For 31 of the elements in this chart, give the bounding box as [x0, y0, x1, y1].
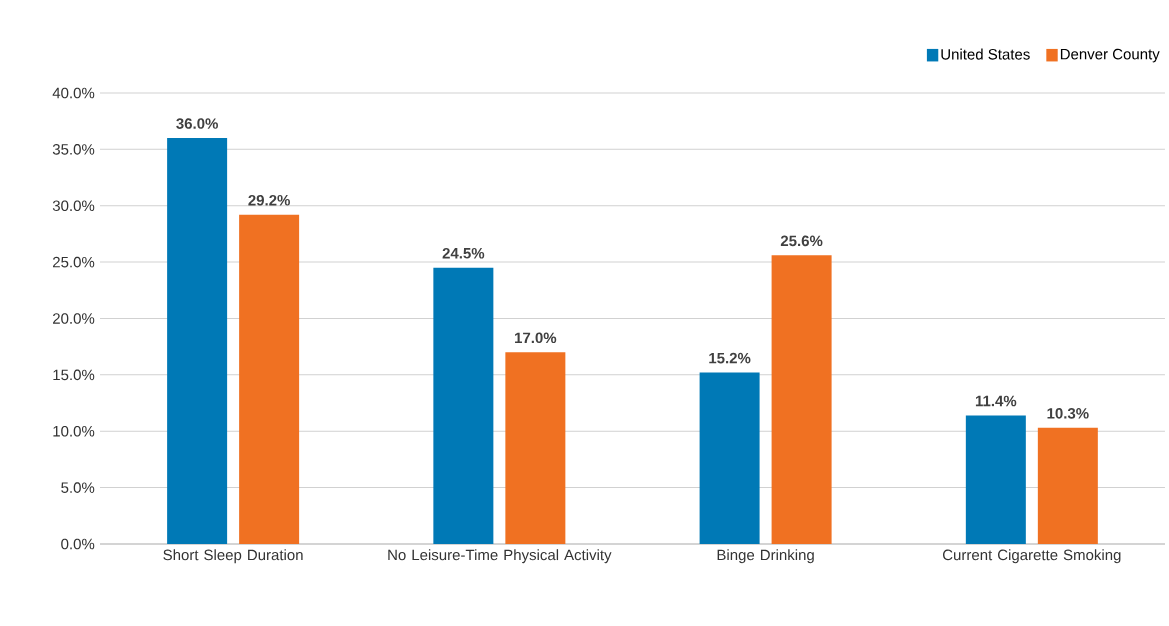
x-tick-label: Binge Drinking	[717, 549, 814, 564]
data-label: 17.0%	[515, 332, 557, 344]
bar	[699, 372, 760, 544]
x-tick-label: Current Cigarette Smoking	[942, 549, 1121, 564]
legend-label: United States	[941, 48, 1030, 60]
data-label: 25.6%	[780, 235, 823, 247]
legend-label: Denver County	[1060, 48, 1160, 63]
y-tick-label: 40.0%	[52, 87, 95, 99]
y-tick-label: 10.0%	[53, 425, 95, 437]
data-label: 11.4%	[975, 395, 1017, 407]
bar	[167, 138, 228, 544]
data-label: 15.2%	[709, 352, 751, 364]
x-tick-label: Short Sleep Duration	[163, 549, 303, 564]
y-tick-label: 30.0%	[52, 200, 95, 212]
bar	[505, 352, 566, 544]
y-tick-label: 20.0%	[53, 313, 95, 324]
bar	[433, 267, 494, 544]
data-label: 10.3%	[1047, 408, 1089, 419]
bar	[965, 415, 1026, 544]
bar	[239, 214, 300, 544]
bar	[1037, 427, 1098, 544]
y-tick-label: 5.0%	[61, 482, 95, 493]
data-label: 36.0%	[176, 118, 218, 129]
y-tick-label: 35.0%	[52, 144, 95, 155]
y-tick-label: 25.0%	[53, 256, 95, 268]
data-label: 24.5%	[442, 247, 485, 259]
y-tick-label: 15.0%	[53, 369, 95, 381]
bar	[771, 255, 832, 544]
y-tick-label: 0.0%	[61, 538, 95, 550]
x-tick-label: No Leisure-Time Physical Activity	[388, 549, 612, 564]
data-label: 29.2%	[248, 194, 290, 206]
